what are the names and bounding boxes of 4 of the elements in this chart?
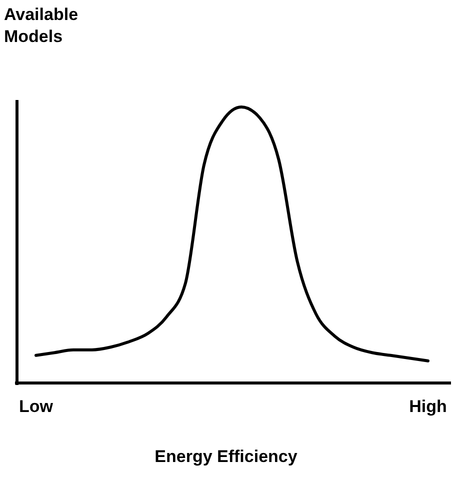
x-tick-label: High xyxy=(409,397,447,416)
x-tick-label: Low xyxy=(19,397,54,416)
y-axis-title: Available Models xyxy=(4,5,78,46)
x-axis-title: Energy Efficiency xyxy=(154,447,298,466)
